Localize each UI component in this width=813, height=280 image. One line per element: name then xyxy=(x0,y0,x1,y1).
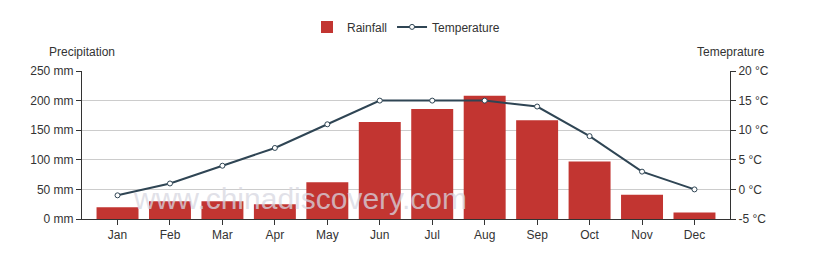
svg-text:0 °C: 0 °C xyxy=(738,183,762,197)
svg-text:0 mm: 0 mm xyxy=(44,212,74,226)
svg-text:May: May xyxy=(316,228,339,242)
svg-text:15 °C: 15 °C xyxy=(738,94,768,108)
svg-text:5 °C: 5 °C xyxy=(738,153,762,167)
svg-text:10 °C: 10 °C xyxy=(738,123,768,137)
svg-text:Nov: Nov xyxy=(631,228,652,242)
svg-text:20 °C: 20 °C xyxy=(738,64,768,78)
svg-text:100 mm: 100 mm xyxy=(30,153,73,167)
svg-text:www.chinadiscovery.com: www.chinadiscovery.com xyxy=(133,182,467,215)
svg-text:Sep: Sep xyxy=(526,228,548,242)
svg-text:Jan: Jan xyxy=(108,228,127,242)
svg-text:Dec: Dec xyxy=(684,228,705,242)
svg-text:Jun: Jun xyxy=(370,228,389,242)
svg-text:Precipitation: Precipitation xyxy=(49,45,115,59)
svg-text:Rainfall: Rainfall xyxy=(347,21,387,35)
svg-text:150 mm: 150 mm xyxy=(30,123,73,137)
svg-text:Apr: Apr xyxy=(266,228,285,242)
svg-text:Temeprature: Temeprature xyxy=(697,45,765,59)
svg-text:Aug: Aug xyxy=(474,228,495,242)
svg-text:Feb: Feb xyxy=(160,228,181,242)
svg-text:Temperature: Temperature xyxy=(432,21,500,35)
svg-text:Mar: Mar xyxy=(212,228,233,242)
svg-text:250 mm: 250 mm xyxy=(30,64,73,78)
svg-text:Jul: Jul xyxy=(425,228,440,242)
svg-text:200 mm: 200 mm xyxy=(30,94,73,108)
svg-text:50 mm: 50 mm xyxy=(37,183,74,197)
svg-text:-5 °C: -5 °C xyxy=(738,212,766,226)
svg-text:Oct: Oct xyxy=(580,228,599,242)
